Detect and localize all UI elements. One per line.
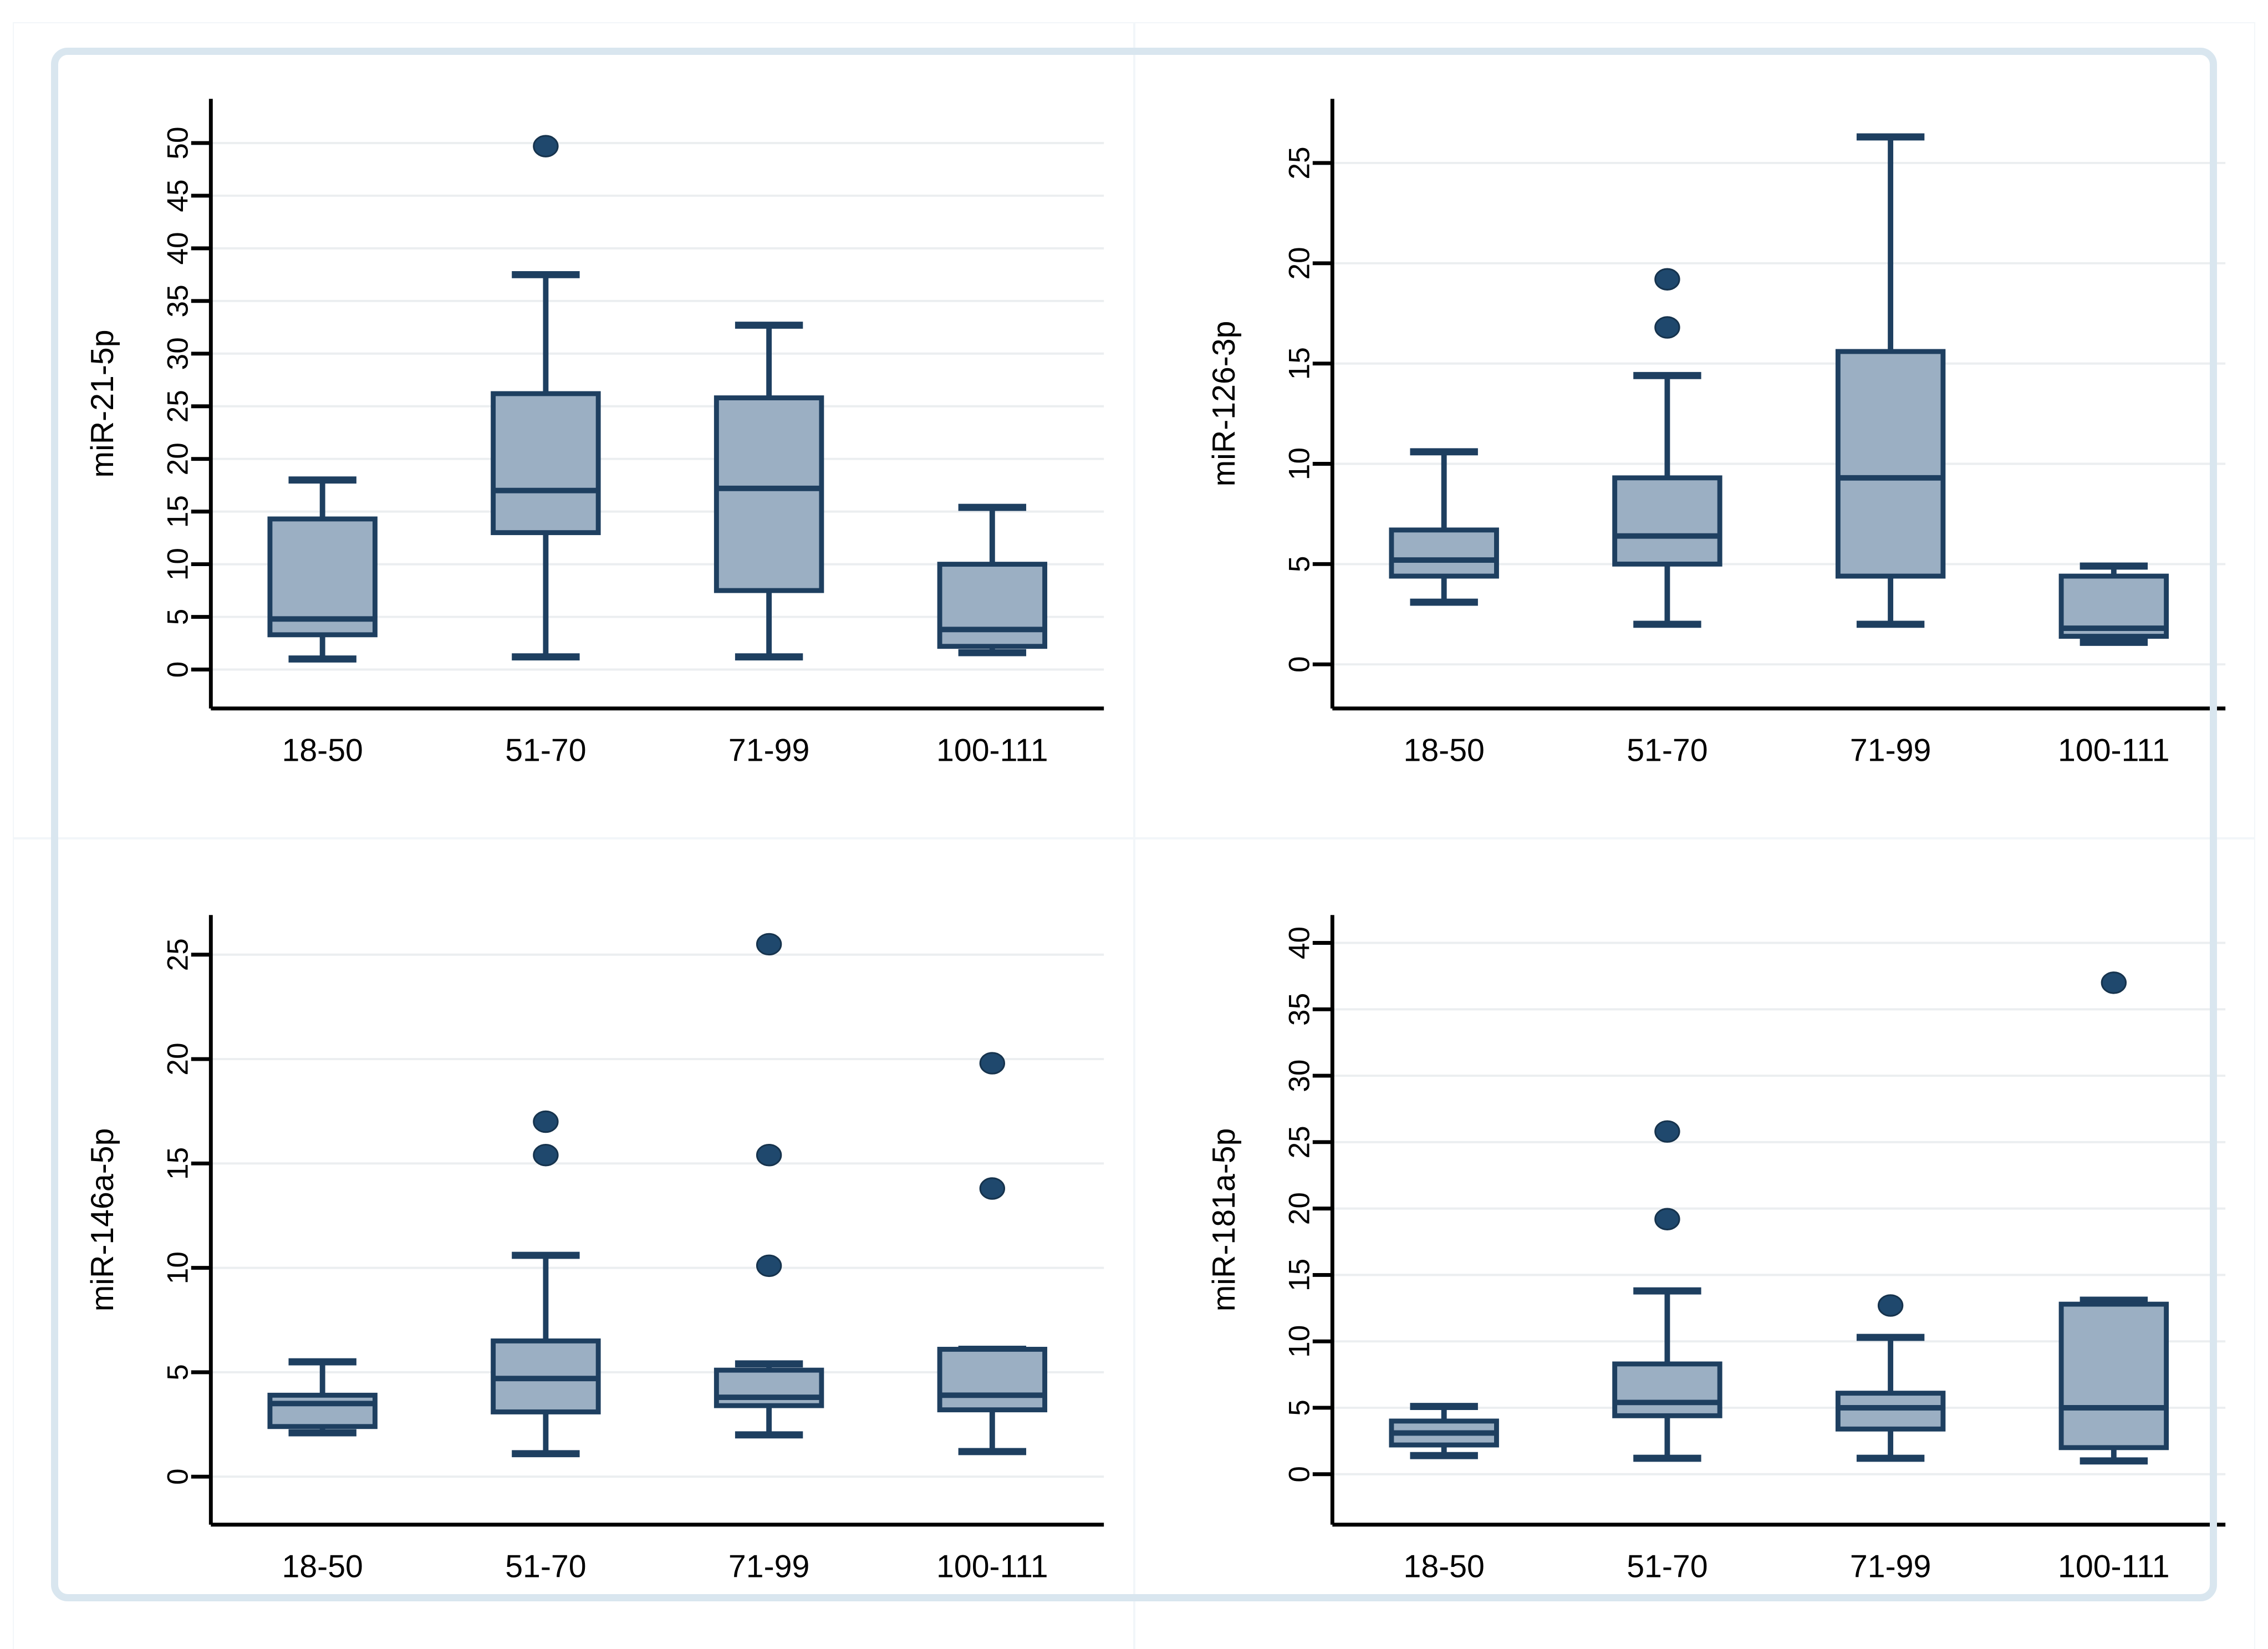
y-tick-label: 25 <box>162 938 195 971</box>
box-body <box>2058 1301 2169 1450</box>
outlier-point <box>1654 1120 1680 1143</box>
y-tick-label: 10 <box>1283 447 1316 480</box>
y-tick-label: 20 <box>162 442 195 475</box>
outlier-point <box>1654 1208 1680 1230</box>
y-tick-label: 40 <box>1283 927 1316 959</box>
x-category-label: 71-99 <box>728 1549 809 1584</box>
y-tick-label: 30 <box>1283 1059 1316 1092</box>
boxplot-mir-181a-5p: 0 5 10 15 20 25 30 35 40 miR-181a-5p 18-50 51-70 71-… <box>1206 914 2225 1584</box>
box-body <box>1835 349 1945 579</box>
box-body <box>1388 527 1499 579</box>
boxplot-mir-146a-5p: 0 5 10 15 20 25 miR-146a-5p 18-50 51-70 71-99 100-… <box>85 914 1104 1584</box>
y-tick-label: 45 <box>162 179 195 212</box>
y-tick-label: 0 <box>162 1468 195 1485</box>
y-tick-label: 25 <box>1283 1126 1316 1158</box>
x-category-label: 71-99 <box>1849 1549 1930 1584</box>
outlier-point <box>533 1110 559 1133</box>
x-category-label: 71-99 <box>1849 733 1930 768</box>
panel-top-left: 0 5 10 15 20 25 30 35 40 45 50 miR-21-5p 18-50 51-70 7… <box>13 22 1134 838</box>
box-body <box>713 1367 824 1408</box>
box-body <box>1612 475 1722 567</box>
y-tick-label: 0 <box>162 661 195 678</box>
outlier-point <box>533 1143 559 1167</box>
outlier-point <box>979 1177 1006 1200</box>
y-tick-label: 15 <box>1283 1258 1316 1291</box>
y-axis-title: miR-181a-5p <box>1206 1128 1241 1311</box>
x-category-label: 51-70 <box>505 733 586 768</box>
x-category-label: 100-111 <box>2058 733 2170 768</box>
boxplot-mir-21-5p: 0 5 10 15 20 25 30 35 40 45 50 miR-21-5p 18-50 51-70 7… <box>85 99 1104 768</box>
panel-bottom-right: 0 5 10 15 20 25 30 35 40 miR-181a-5p 18-50 51-70 71-… <box>1134 838 2255 1649</box>
y-tick-label: 10 <box>162 1251 195 1284</box>
y-tick-label: 15 <box>162 1147 195 1179</box>
x-category-label: 71-99 <box>728 733 809 768</box>
panel-top-right: 0 5 10 15 20 25 miR-126-3p 18-50 51-70 71-99 100-1… <box>1134 22 2255 838</box>
y-tick-label: 0 <box>1283 1466 1316 1483</box>
y-tick-label: 20 <box>1283 1192 1316 1225</box>
outlier-point <box>756 933 782 955</box>
y-tick-label: 5 <box>1283 556 1316 573</box>
box-body <box>713 395 824 593</box>
y-tick-label: 30 <box>162 337 195 370</box>
x-category-label: 51-70 <box>505 1549 586 1584</box>
y-tick-label: 35 <box>1283 993 1316 1025</box>
x-category-label: 100-111 <box>936 733 1048 768</box>
y-tick-label: 35 <box>162 284 195 317</box>
boxplot-mir-126-3p: 0 5 10 15 20 25 miR-126-3p 18-50 51-70 71-99 100-1… <box>1206 99 2225 768</box>
box-body <box>1612 1361 1722 1418</box>
outlier-point <box>533 135 559 157</box>
y-axis-title: miR-21-5p <box>85 329 120 477</box>
y-tick-label: 50 <box>162 126 195 159</box>
outlier-point <box>2101 971 2127 994</box>
y-tick-label: 5 <box>162 1364 195 1381</box>
box-body <box>1835 1390 1945 1432</box>
box-body <box>937 1346 1048 1412</box>
panel-bottom-left: 0 5 10 15 20 25 miR-146a-5p 18-50 51-70 71-99 100-… <box>13 838 1134 1649</box>
x-category-label: 51-70 <box>1627 733 1708 768</box>
x-category-label: 100-111 <box>936 1549 1048 1584</box>
y-tick-label: 25 <box>162 390 195 423</box>
outlier-point <box>1654 316 1680 339</box>
box-body <box>267 516 378 638</box>
outlier-point <box>756 1143 782 1167</box>
x-category-label: 51-70 <box>1627 1549 1708 1584</box>
x-category-label: 18-50 <box>282 733 363 768</box>
y-tick-label: 15 <box>1283 347 1316 380</box>
y-tick-label: 5 <box>162 609 195 625</box>
outlier-point <box>1654 268 1680 291</box>
y-tick-label: 10 <box>162 548 195 581</box>
y-tick-label: 5 <box>1283 1399 1316 1416</box>
y-axis-title: miR-126-3p <box>1206 320 1241 486</box>
outlier-point <box>1877 1294 1903 1317</box>
x-category-label: 18-50 <box>1403 733 1484 768</box>
y-tick-label: 40 <box>162 232 195 264</box>
y-tick-label: 10 <box>1283 1325 1316 1357</box>
box-body <box>937 562 1048 649</box>
x-category-label: 18-50 <box>1403 1549 1484 1584</box>
x-category-label: 100-111 <box>2058 1549 2170 1584</box>
y-tick-label: 15 <box>162 495 195 528</box>
y-tick-label: 0 <box>1283 656 1316 673</box>
y-tick-label: 20 <box>1283 247 1316 279</box>
y-axis-title: miR-146a-5p <box>85 1128 120 1311</box>
y-tick-label: 20 <box>162 1042 195 1075</box>
x-category-label: 18-50 <box>282 1549 363 1584</box>
box-body <box>491 391 601 536</box>
box-body <box>267 1392 378 1429</box>
outlier-point <box>756 1254 782 1277</box>
outlier-point <box>979 1052 1006 1075</box>
y-tick-label: 25 <box>1283 146 1316 179</box>
